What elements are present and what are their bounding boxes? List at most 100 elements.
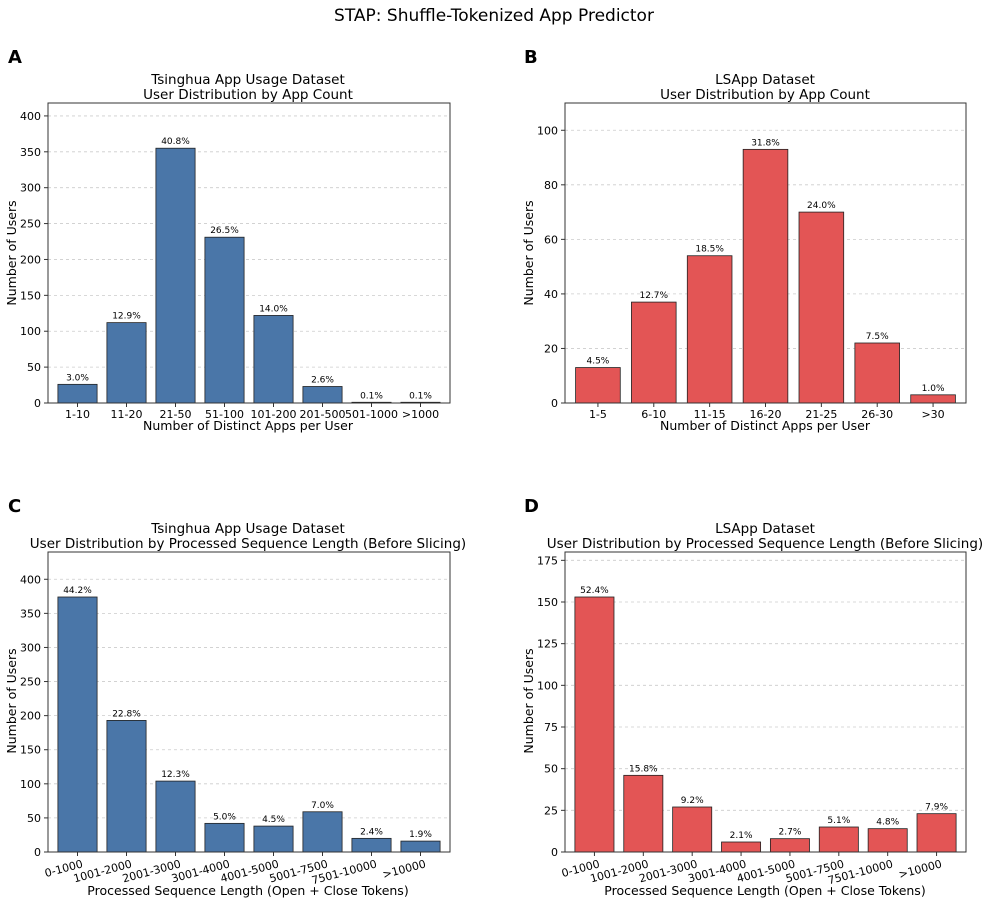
panel-a-axes-frame — [47, 102, 451, 404]
panel-c-title: Tsinghua App Usage Dataset — [150, 521, 344, 537]
panel-b-bar — [575, 367, 621, 404]
panel-a-ytick-label: 300 — [20, 182, 41, 195]
panel-a-bar-label: 14.0% — [259, 304, 288, 314]
panel-d-ytick-label: 100 — [537, 679, 558, 692]
panel-a-bar-label: 12.9% — [112, 312, 141, 322]
panel-c: C Tsinghua App Usage Dataset User Distri… — [4, 496, 466, 898]
panel-a-title: Tsinghua App Usage Dataset — [150, 72, 344, 88]
panel-a-bar — [106, 322, 147, 404]
panel-c-bar-label: 44.2% — [63, 586, 92, 596]
panel-a-ytick-label: 100 — [20, 325, 41, 338]
panel-d-bar-label: 2.7% — [779, 828, 802, 838]
panel-d-subtitle: User Distribution by Processed Sequence … — [547, 536, 983, 552]
panel-b-bar — [798, 211, 845, 404]
panel-c-plot-area: 05010015020025030035040044.2%0-100022.8%… — [20, 551, 451, 887]
panel-d-ylabel: Number of Users — [521, 648, 536, 753]
panel-c-bar-label: 5.0% — [213, 812, 236, 822]
panel-b-xtick-label: 16-20 — [750, 408, 782, 421]
panel-d-ytick-label: 25 — [544, 804, 558, 817]
panel-c-ytick-label: 250 — [20, 676, 41, 689]
panel-a-xtick-label: 21-50 — [160, 408, 192, 421]
panel-b-bar — [742, 148, 789, 404]
panel-b-xtick-label: 6-10 — [641, 408, 666, 421]
panel-c-bar-label: 22.8% — [112, 709, 141, 719]
panel-a-ylabel: Number of Users — [4, 200, 19, 305]
panel-a-bar-label: 0.1% — [409, 391, 432, 401]
panel-d-bar-label: 15.8% — [629, 764, 658, 774]
panel-a-ytick-label: 200 — [20, 253, 41, 266]
panel-b-bar — [631, 301, 677, 404]
panel-c-letter: C — [8, 496, 21, 517]
panel-d-bar — [867, 828, 908, 853]
panel-c-ytick-label: 300 — [20, 641, 41, 654]
panel-c-bar-label: 1.9% — [409, 830, 432, 840]
panel-d-bar — [818, 826, 859, 853]
panel-d-bar — [672, 806, 713, 853]
panel-b-bar-label: 12.7% — [639, 291, 668, 301]
panel-b-xtick-label: >30 — [921, 408, 944, 421]
panel-c-bar — [204, 822, 245, 853]
panel-d-ytick-label: 125 — [537, 638, 558, 651]
panel-d-bar — [721, 841, 762, 853]
panel-a-xtick-label: 501-1000 — [345, 408, 398, 421]
panel-b: B LSApp Dataset User Distribution by App… — [521, 47, 967, 433]
panel-d-bar — [916, 813, 957, 853]
panel-c-ylabel: Number of Users — [4, 648, 19, 753]
panel-b-bar-label: 24.0% — [807, 201, 836, 211]
panel-b-plot-area: 0 20 40 60 80 100 4.5% 1-5 12.7% 6-10 18.5% 11-15 31… — [537, 102, 967, 421]
panel-b-axes-frame — [564, 102, 967, 404]
panel-d-bar-label: 4.8% — [876, 818, 899, 828]
panel-a-bar — [302, 386, 343, 404]
panel-c-ytick-label: 100 — [20, 778, 41, 791]
panel-b-xtick-label: 11-15 — [694, 408, 726, 421]
panel-b-ytick-label: 80 — [544, 179, 558, 192]
panel-c-bar — [106, 720, 147, 853]
panel-b-xtick-label: 1-5 — [589, 408, 607, 421]
panel-c-bar-label: 7.0% — [311, 801, 334, 811]
panel-b-xtick-label: 26-30 — [861, 408, 893, 421]
panel-d-bar-label: 2.1% — [730, 831, 753, 841]
panel-b-bar — [910, 394, 956, 404]
panel-b-letter: B — [524, 47, 538, 68]
panel-a-bar-label: 2.6% — [311, 375, 334, 385]
panel-d-bar-label: 52.4% — [580, 586, 609, 596]
panel-a-bar-label: 0.1% — [360, 391, 383, 401]
panel-d-bar — [769, 838, 810, 853]
panel-a: A Tsinghua App Usage Dataset User Distri… — [4, 47, 451, 433]
panel-a-plot-area: 0 50 100 150 200 250 300 350 400 3.0% 1-10 12.9% 11-… — [20, 102, 451, 421]
panel-d-bar-label: 7.9% — [925, 803, 948, 813]
panel-c-subtitle: User Distribution by Processed Sequence … — [30, 536, 466, 552]
panel-b-ytick-label: 0 — [551, 397, 558, 410]
panel-a-xtick-label: >1000 — [402, 408, 439, 421]
panel-d-bar — [574, 596, 615, 853]
panel-a-bar — [204, 236, 245, 404]
panel-c-ytick-label: 350 — [20, 607, 41, 620]
panel-c-axes-frame — [47, 551, 451, 853]
panel-b-title: LSApp Dataset — [715, 72, 815, 88]
panel-c-bar-label: 12.3% — [161, 770, 190, 780]
panel-c-xtick-label: >10000 — [381, 857, 427, 881]
panel-c-bar — [155, 780, 196, 853]
panel-c-xlabel: Processed Sequence Length (Open + Close … — [87, 883, 408, 898]
panel-b-bar-label: 7.5% — [866, 332, 889, 342]
panel-c-bar — [253, 825, 294, 853]
panel-a-ytick-label: 400 — [20, 110, 41, 123]
panel-c-bar-label: 4.5% — [262, 815, 285, 825]
panel-a-ytick-label: 150 — [20, 289, 41, 302]
panel-a-letter: A — [8, 47, 22, 68]
panel-b-bar-label: 1.0% — [922, 384, 945, 394]
panel-b-bar-label: 31.8% — [751, 138, 780, 148]
panel-c-ytick-label: 0 — [34, 846, 41, 859]
panel-a-bar-label: 40.8% — [161, 137, 190, 147]
panel-b-ytick-label: 40 — [544, 288, 558, 301]
panel-b-ylabel: Number of Users — [521, 200, 536, 305]
panel-a-subtitle: User Distribution by App Count — [143, 87, 353, 103]
panel-d-ytick-label: 50 — [544, 763, 558, 776]
panel-c-ytick-label: 200 — [20, 710, 41, 723]
panel-c-bar-label: 2.4% — [360, 827, 383, 837]
panel-a-ytick-label: 250 — [20, 218, 41, 231]
panel-b-bar-label: 4.5% — [586, 357, 609, 367]
panel-c-ytick-label: 400 — [20, 573, 41, 586]
panel-d-letter: D — [524, 496, 539, 517]
panel-c-bar — [351, 837, 392, 853]
